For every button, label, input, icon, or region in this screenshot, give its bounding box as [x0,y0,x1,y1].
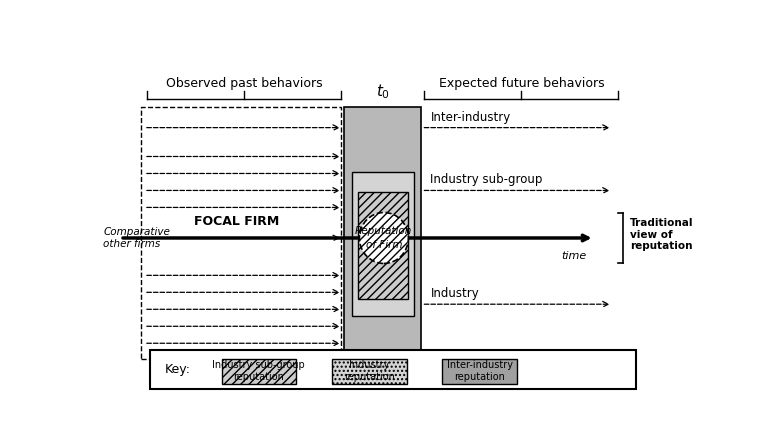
Bar [357,192,408,299]
Text: $t_0$: $t_0$ [376,82,390,101]
Text: Observed past behaviors: Observed past behaviors [166,77,323,90]
Bar [344,107,421,359]
Text: time: time [561,251,586,261]
Bar [150,350,636,389]
Text: Industry sub-group
reputation: Industry sub-group reputation [213,360,305,382]
Text: Expected future behaviors: Expected future behaviors [439,77,604,90]
Text: FOCAL FIRM: FOCAL FIRM [194,216,279,228]
Text: Industry sub-group: Industry sub-group [430,173,543,187]
Bar [352,172,413,316]
Text: Traditional
view of
reputation: Traditional view of reputation [630,218,693,251]
Text: Industry: Industry [430,287,479,300]
Bar [442,359,517,384]
Text: Comparative
other firms: Comparative other firms [103,227,170,249]
Text: Inter-industry
reputation: Inter-industry reputation [447,360,513,382]
Bar [141,107,341,359]
Text: Key:: Key: [165,363,191,376]
Ellipse shape [360,213,408,263]
Text: Reputation: Reputation [355,226,413,236]
Text: of Firm: of Firm [366,240,402,250]
Bar [332,359,407,384]
Bar [222,359,296,384]
Text: Industry
reputation: Industry reputation [344,360,395,382]
Text: Inter-industry: Inter-industry [430,111,511,123]
